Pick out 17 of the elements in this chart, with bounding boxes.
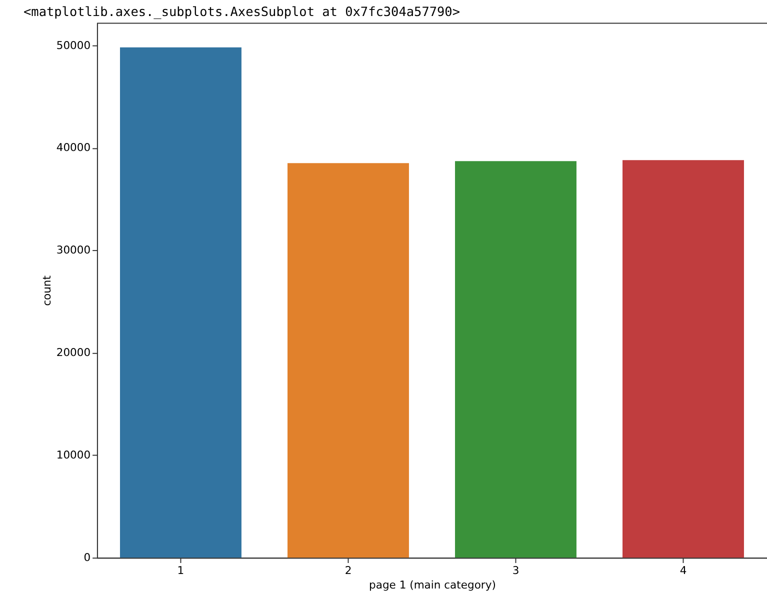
x-tick-label: 3 bbox=[512, 564, 520, 577]
y-axis-title: count bbox=[40, 276, 54, 306]
bar bbox=[622, 160, 744, 558]
bar bbox=[288, 163, 409, 558]
bar bbox=[455, 161, 576, 558]
x-tick-label: 1 bbox=[177, 564, 184, 577]
y-tick-label: 50000 bbox=[56, 38, 91, 52]
chart-title: <matplotlib.axes._subplots.AxesSubplot at 0x7fc304a57790> bbox=[24, 4, 460, 20]
x-tick-label: 2 bbox=[344, 564, 352, 577]
y-tick-label: 40000 bbox=[56, 141, 91, 154]
y-tick-label: 30000 bbox=[56, 244, 91, 257]
x-tick-label: 4 bbox=[680, 564, 687, 577]
y-tick-label: 10000 bbox=[56, 448, 91, 462]
x-axis-title: page 1 (main category) bbox=[369, 578, 496, 592]
bar bbox=[120, 47, 242, 558]
y-tick-label: 20000 bbox=[56, 346, 91, 360]
y-tick-label: 0 bbox=[84, 551, 91, 564]
